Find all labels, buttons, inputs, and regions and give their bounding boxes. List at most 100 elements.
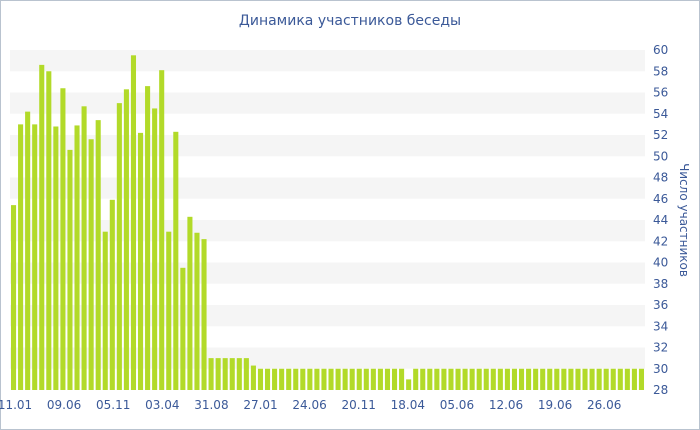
x-tick-label: 31.08 xyxy=(194,398,228,412)
bar xyxy=(420,368,426,390)
bar xyxy=(25,111,31,390)
x-tick-label: 18.04 xyxy=(391,398,425,412)
bar xyxy=(67,149,73,390)
bar xyxy=(335,368,341,390)
bar xyxy=(18,124,24,390)
bar xyxy=(130,55,137,390)
bar xyxy=(279,368,285,390)
y-tick-label: 40 xyxy=(653,256,668,270)
y-tick-label: 32 xyxy=(653,341,668,355)
grid-band xyxy=(10,198,645,220)
bar xyxy=(286,368,292,390)
grid-band xyxy=(10,177,645,199)
bar xyxy=(617,368,623,390)
bar xyxy=(448,368,454,390)
bar xyxy=(194,232,200,390)
bar xyxy=(441,368,447,390)
bar xyxy=(116,103,122,390)
bar xyxy=(264,368,271,390)
x-tick-label: 03.04 xyxy=(145,398,179,412)
y-tick-label: 44 xyxy=(653,213,668,227)
bar xyxy=(187,216,193,390)
bar xyxy=(533,368,539,390)
bar xyxy=(81,106,87,390)
bar xyxy=(222,358,228,390)
y-tick-label: 58 xyxy=(653,64,668,78)
y-tick-label: 28 xyxy=(653,383,668,397)
x-tick-label: 19.06 xyxy=(538,398,572,412)
y-tick-label: 54 xyxy=(653,107,668,121)
grid-band xyxy=(10,92,645,114)
bar xyxy=(243,358,249,390)
bar xyxy=(102,231,108,390)
bar xyxy=(46,71,52,390)
bar xyxy=(201,239,207,390)
bar xyxy=(568,368,574,390)
bar xyxy=(547,368,553,390)
y-tick-label: 48 xyxy=(653,171,668,185)
bar xyxy=(314,368,320,390)
bar xyxy=(370,368,376,390)
bar xyxy=(109,199,115,390)
y-tick-label: 34 xyxy=(653,319,668,333)
bar xyxy=(145,86,151,390)
y-tick-label: 50 xyxy=(653,149,668,163)
bar xyxy=(53,126,59,390)
x-tick-label: 09.06 xyxy=(47,398,81,412)
bar xyxy=(88,139,94,390)
y-tick-label: 36 xyxy=(653,298,668,312)
bar xyxy=(575,368,581,390)
bar xyxy=(399,368,405,390)
bar xyxy=(596,368,602,390)
bar xyxy=(123,89,129,390)
bar xyxy=(427,368,433,390)
bar xyxy=(554,368,560,390)
bar xyxy=(229,358,235,390)
bar xyxy=(293,368,299,390)
bar xyxy=(32,124,38,390)
x-tick-label: 05.11 xyxy=(96,398,130,412)
bar xyxy=(60,88,66,390)
x-tick-label: 11.01 xyxy=(0,398,32,412)
bar xyxy=(589,368,595,390)
y-tick-label: 60 xyxy=(653,43,668,57)
bar xyxy=(152,108,158,390)
bar xyxy=(349,368,355,390)
bar xyxy=(342,368,348,390)
bar xyxy=(483,368,489,390)
bar xyxy=(166,231,172,390)
chart-title: Динамика участников беседы xyxy=(238,13,462,29)
bar xyxy=(610,368,616,390)
bar xyxy=(582,368,588,390)
grid-band xyxy=(10,50,645,72)
bar xyxy=(363,368,369,390)
y-tick-label: 52 xyxy=(653,128,668,142)
bar xyxy=(328,368,334,390)
bar xyxy=(462,368,468,390)
x-tick-label: 20.11 xyxy=(342,398,376,412)
y-tick-label: 56 xyxy=(653,86,668,100)
bar xyxy=(257,368,264,390)
bar xyxy=(39,64,45,390)
bar xyxy=(159,70,165,390)
bar xyxy=(250,365,256,390)
bar xyxy=(384,368,391,390)
bar xyxy=(561,368,567,390)
bar xyxy=(624,368,630,390)
x-axis-ticks: 11.01 09.06 05.11 03.04 31.08 27.01 24.06 20.11… xyxy=(0,398,621,412)
bar xyxy=(321,368,327,390)
y-tick-label: 46 xyxy=(653,192,668,206)
bar xyxy=(236,358,242,390)
bar xyxy=(356,368,362,390)
x-tick-label: 24.06 xyxy=(292,398,326,412)
x-tick-label: 26.06 xyxy=(587,398,621,412)
y-tick-label: 30 xyxy=(653,362,668,376)
bar xyxy=(180,267,186,390)
y-axis-label: Число участников xyxy=(677,163,691,277)
bar xyxy=(497,368,503,390)
bar xyxy=(208,358,214,390)
bar xyxy=(307,368,313,390)
bar xyxy=(377,368,383,390)
bar xyxy=(272,368,278,390)
